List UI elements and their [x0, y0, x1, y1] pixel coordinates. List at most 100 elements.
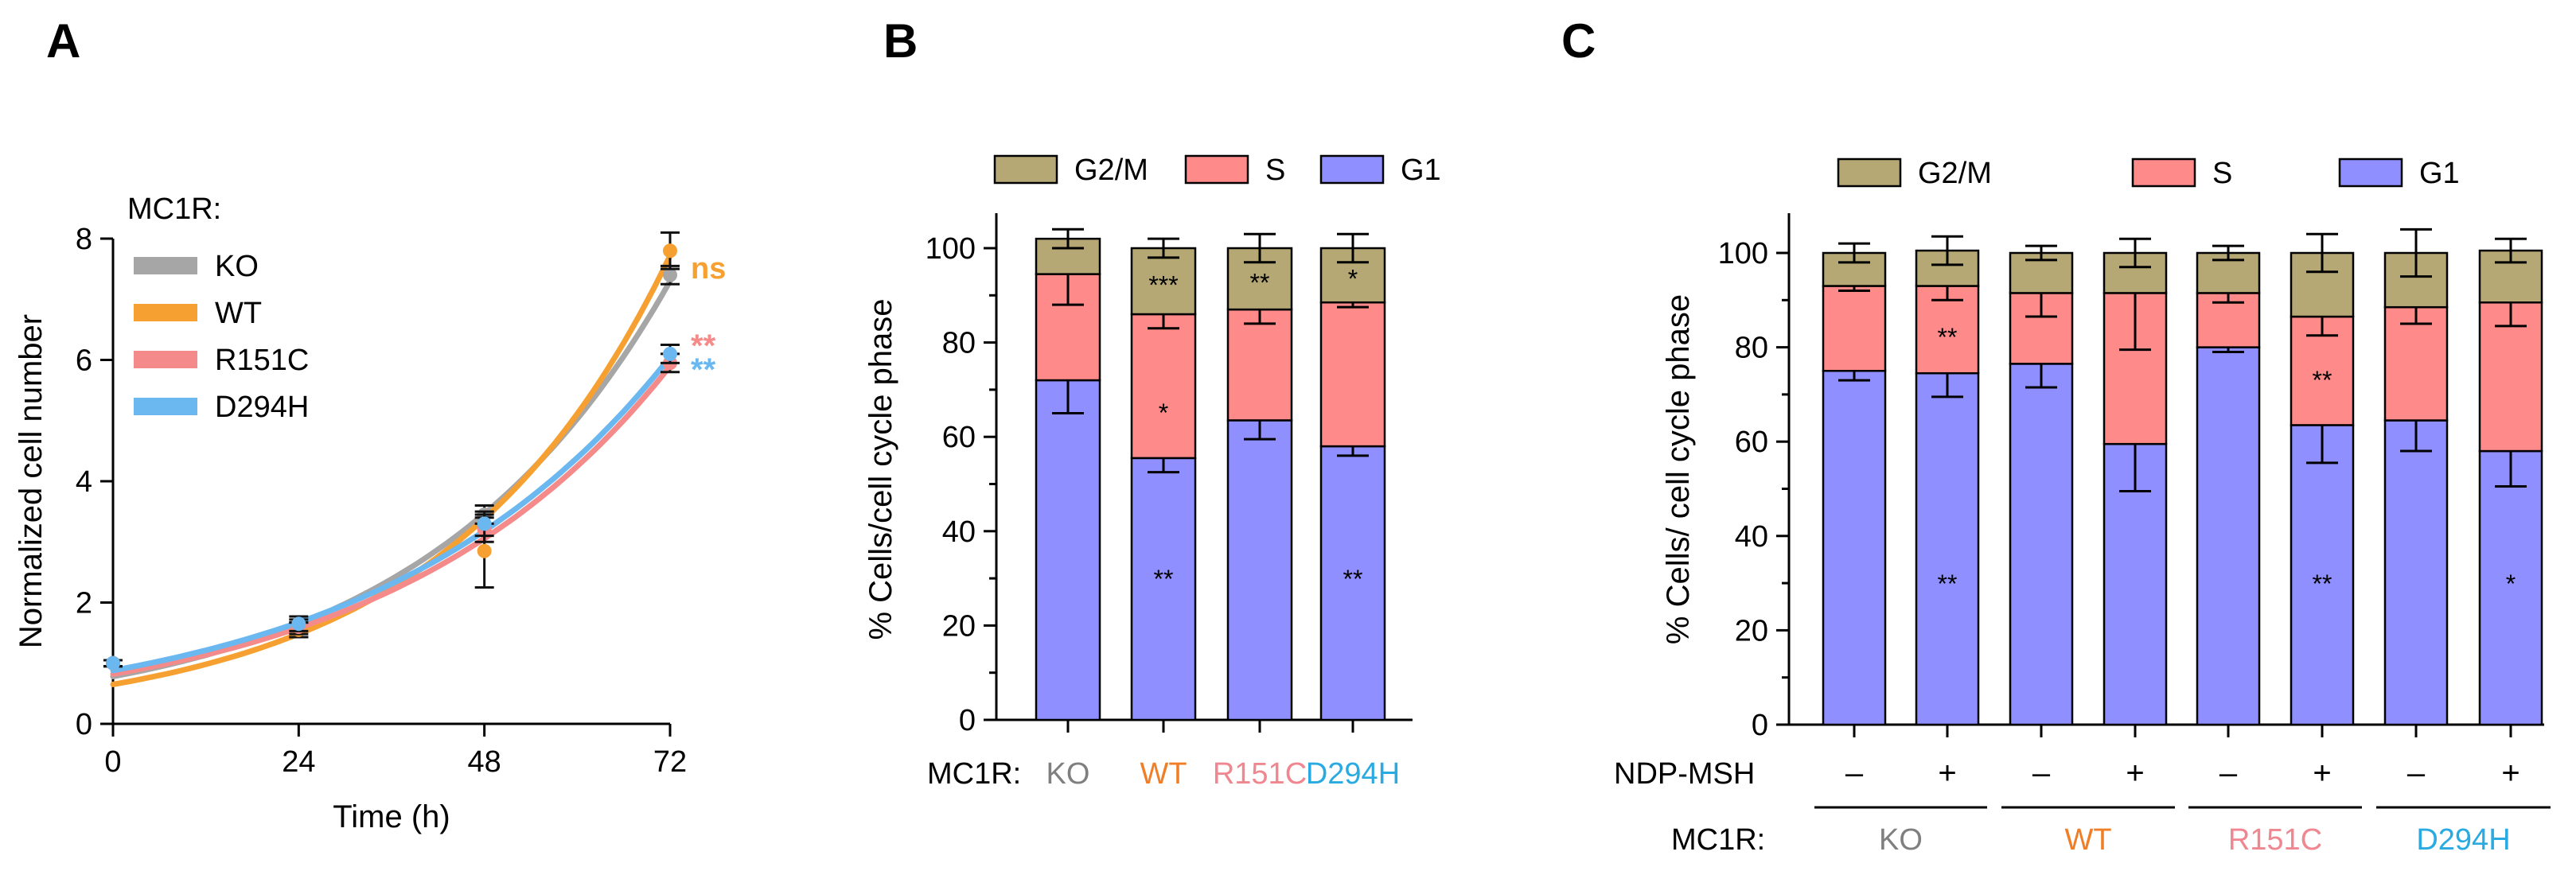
a-y-tick-label: 0: [76, 708, 92, 741]
a-legend-title: MC1R:: [127, 192, 221, 226]
c-y-tick-label: 60: [1735, 426, 1768, 459]
c-sig-label: **: [1938, 323, 1958, 352]
c-treatment-sign: +: [2126, 756, 2144, 791]
c-y-tick-label: 20: [1735, 614, 1768, 647]
c-bar-g1-segment: [2009, 363, 2074, 726]
a-significance: ns ****: [691, 252, 726, 387]
b-bars: ****** *****: [1035, 227, 1386, 721]
c-y-tick-label: 40: [1735, 520, 1768, 554]
a-legend-label: WT: [215, 297, 262, 330]
b-row-label: MC1R:: [927, 757, 1021, 791]
c-bar-s-segment: [1822, 285, 1887, 372]
a-point-d294h: [663, 346, 677, 361]
b-legend: G2/M S G1: [993, 154, 1441, 187]
a-fit-curves: [110, 252, 673, 687]
c-treatment-sign: +: [2313, 756, 2331, 791]
a-legend: MC1R: KO WT R151C D294H: [127, 192, 309, 424]
b-legend-label: S: [1265, 154, 1285, 187]
c-treatment-sign: –: [2032, 756, 2051, 791]
a-legend-label: R151C: [215, 344, 309, 377]
b-sig-label: **: [1154, 565, 1174, 593]
b-category-label: WT: [1140, 757, 1187, 791]
c-legend-swatch: [1837, 157, 1902, 188]
b-y-ticks: 0 20 40 60 80 100: [926, 232, 996, 737]
b-bar-g1-segment: [1035, 379, 1101, 721]
a-y-ticks: 0 2 4 6 8: [76, 223, 113, 741]
b-bar-s-segment: [1226, 308, 1293, 422]
c-bar-s-segment: [2383, 305, 2449, 422]
c-sig-label: **: [2313, 366, 2332, 395]
c-group-label: KO: [1879, 823, 1923, 857]
c-y-tick-label: 100: [1718, 237, 1768, 270]
a-y-tick-label: 6: [76, 344, 92, 378]
panel-c: C G2/M S G1 0 20 40 60 80 100 % Cells/ cell cyc…: [1561, 14, 2551, 857]
b-category-label: KO: [1046, 757, 1090, 791]
b-legend-swatch: [993, 154, 1058, 185]
c-y-axis-label: % Cells/ cell cycle phase: [1661, 294, 1696, 644]
c-treatment-sign: –: [1845, 756, 1864, 791]
c-sig-label: **: [2313, 570, 2332, 598]
a-x-tick-label: 48: [468, 745, 501, 779]
c-bar-g1-segment: [2383, 419, 2449, 726]
panel-b-label: B: [883, 14, 918, 68]
b-sig-label: **: [1343, 565, 1363, 593]
c-legend-label: G1: [2419, 157, 2460, 190]
a-x-tick-label: 0: [104, 745, 121, 779]
c-treatment-sign: –: [2219, 756, 2238, 791]
c-treatment-label: NDP-MSH: [1614, 757, 1755, 791]
a-sig-r151c: **: [691, 329, 716, 364]
c-sig-label: **: [1938, 570, 1958, 598]
c-treatment-sign: –: [2407, 756, 2426, 791]
c-legend-swatch: [2131, 157, 2196, 188]
b-y-tick-label: 0: [959, 704, 976, 737]
c-bar-g1-segment: [2290, 424, 2355, 726]
panel-a-label: A: [46, 14, 80, 68]
panel-a: A 0 2 4 6 8 0 24 48 72 Normalized cell number T…: [14, 14, 726, 834]
a-y-tick-label: 2: [76, 587, 92, 620]
b-y-tick-label: 40: [942, 515, 976, 549]
a-legend-label: D294H: [215, 391, 309, 424]
b-y-tick-label: 100: [926, 232, 976, 266]
a-y-axis-label: Normalized cell number: [14, 314, 49, 648]
a-y-tick-label: 8: [76, 223, 92, 256]
b-y-axis-label: % Cells/cell cycle phase: [863, 298, 898, 640]
a-fit-curve-d294h: [110, 354, 673, 674]
c-bar-g1-segment: [1822, 370, 1887, 726]
c-group-label: R151C: [2228, 823, 2322, 857]
a-point-wt: [477, 543, 492, 558]
b-y-tick-label: 80: [942, 327, 976, 360]
b-legend-swatch: [1319, 154, 1385, 185]
b-category-label: R151C: [1213, 757, 1307, 791]
b-sig-label: ***: [1148, 271, 1178, 300]
b-legend-label: G1: [1401, 154, 1441, 187]
c-bar-g1-segment: [1915, 371, 1980, 726]
c-treatment-sign: +: [1938, 756, 1956, 791]
a-x-axis-label: Time (h): [333, 799, 450, 834]
c-legend-label: S: [2212, 157, 2232, 190]
c-treatment-sign: +: [2501, 756, 2519, 791]
c-group-label: WT: [2064, 823, 2111, 857]
a-point-d294h: [291, 616, 306, 632]
c-y-tick-label: 80: [1735, 332, 1768, 365]
b-sig-label: *: [1348, 265, 1358, 294]
c-bars: *********: [1822, 227, 2543, 726]
a-sig-wt: ns: [691, 252, 726, 286]
c-y-tick-label: 0: [1752, 709, 1768, 742]
a-x-ticks: 0 24 48 72: [104, 724, 687, 779]
c-x-ticks: – + – + – + – + KO WT R151C D294H: [1814, 725, 2551, 857]
a-legend-label: KO: [215, 250, 259, 283]
b-bar-g1-segment: [1226, 419, 1293, 721]
a-point-d294h: [477, 516, 492, 531]
c-y-ticks: 0 20 40 60 80 100: [1718, 237, 1789, 742]
a-point-wt: [663, 243, 677, 259]
c-bar-g1-segment: [2196, 346, 2261, 726]
b-bar-s-segment: [1319, 301, 1386, 448]
a-point-ko: [663, 267, 677, 282]
a-y-tick-label: 4: [76, 465, 92, 499]
b-category-label: D294H: [1306, 757, 1400, 791]
c-sig-label: *: [2506, 570, 2516, 598]
b-bar-s-segment: [1130, 313, 1197, 460]
c-group-label: D294H: [2416, 823, 2510, 857]
